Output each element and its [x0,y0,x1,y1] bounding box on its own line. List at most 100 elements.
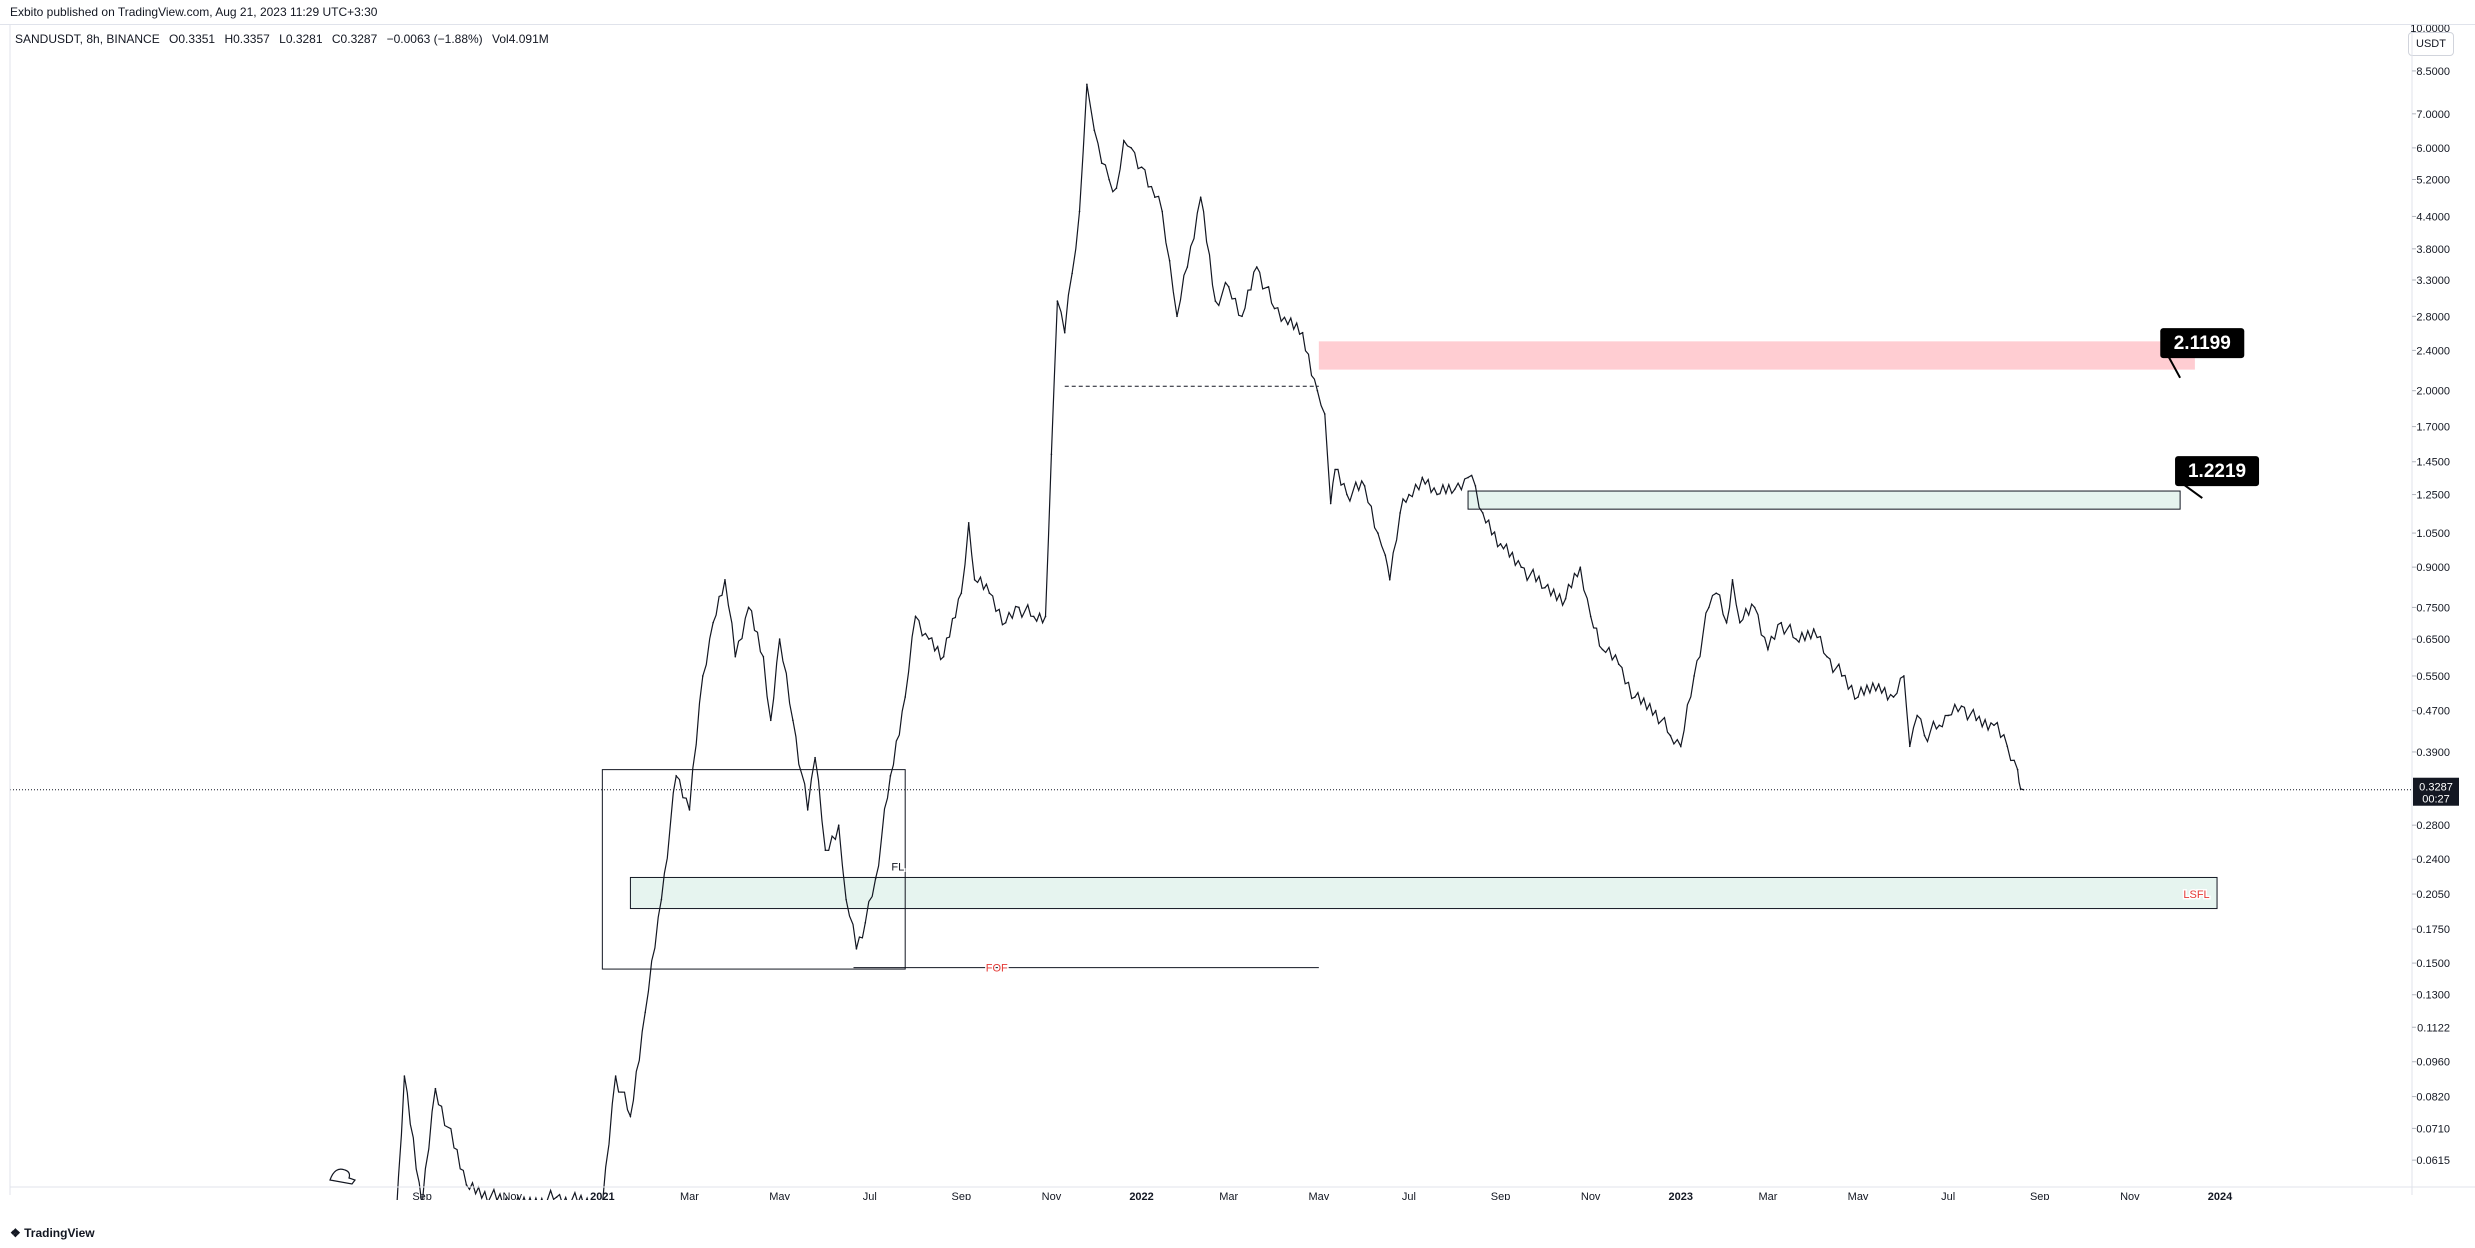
x-tick-label: 2021 [590,1191,614,1200]
price-point [747,606,750,609]
price-point [1388,578,1391,581]
annotation-fl: FL [891,862,904,874]
price-point [1140,166,1143,168]
axes-layer: 8.5000 7.0000 6.0000 5.2000 4.4000 3.8000 3.30… [9,23,2475,1203]
price-point [675,775,678,777]
price-point [1241,315,1243,318]
price-point [1975,719,1978,722]
price-point [1474,485,1477,487]
x-tick-label: Nov [2120,1191,2140,1200]
x-tick-label: 2024 [2208,1191,2233,1200]
price-point [629,1115,632,1118]
price-point [1938,724,1941,727]
annotation-lsfl: LSFL [2183,889,2209,901]
price-point [874,877,877,880]
symbol-legend: SANDUSDT, 8h, BINANCE O0.3351 H0.3357 L0… [15,32,555,46]
y-tick-label: 0.1750 [2416,924,2450,936]
price-point [712,621,714,624]
price-point [1287,323,1289,326]
price-point [1482,512,1484,514]
price-point [702,675,704,677]
change-value: −0.0063 (−1.88%) [386,32,483,46]
price-point [1323,413,1326,415]
countdown-label: 00:27 [2422,794,2450,806]
price-point [1960,705,1963,707]
x-tick-label: May [769,1191,790,1200]
price-point [1467,476,1469,479]
x-tick-label: Nov [1042,1191,1062,1200]
price-point [855,948,858,950]
dino-icon [329,1168,356,1185]
price-point [942,655,945,658]
price-point [660,898,663,901]
price-point [845,898,847,901]
price-point [734,655,737,658]
price-point [1093,129,1096,131]
y-tick-label: 5.2000 [2416,175,2450,187]
price-point [2022,788,2025,791]
annotations-layer: FL FOF LSFL 2.1199 1.2219 [329,328,2260,1185]
price-point [762,655,765,658]
price-point [1903,675,1905,677]
price-point [1168,259,1171,262]
price-point [1255,266,1258,268]
price-point [1634,696,1636,698]
price-point [1654,709,1657,712]
x-tick-label: Jul [1941,1191,1955,1200]
price-point [2016,768,2019,771]
low-value: L0.3281 [279,32,323,46]
price-point [1100,162,1103,164]
price-point [1071,272,1073,275]
price-point [1346,493,1348,496]
tradingview-logo[interactable]: ❖ TradingView [10,1222,95,1244]
y-tick-label: 0.0710 [2416,1123,2450,1135]
price-point [1227,286,1230,288]
y-tick-label: 0.1500 [2416,958,2450,970]
price-point [814,756,816,759]
x-tick-label: Sep [2030,1191,2050,1200]
x-tick-label: Mar [1758,1191,1777,1200]
y-tick-label: 0.3900 [2416,747,2450,759]
price-point [688,809,691,811]
price-point [824,849,827,852]
price-chart[interactable]: FL FOF LSFL 2.1199 1.2219 8.5000 7.0000 6.0000… [0,23,2475,1230]
tradingview-logo-text: TradingView [24,1226,95,1240]
x-tick-label: May [1848,1191,1869,1200]
y-tick-label: 0.1122 [2417,1022,2450,1034]
y-tick-label: 0.1300 [2416,990,2450,1002]
price-point [1767,648,1769,651]
price-point [1923,734,1926,737]
price-point [2006,745,2009,748]
close-value: C0.3287 [331,32,378,46]
price-point [1601,648,1604,651]
open-value: O0.3351 [169,32,216,46]
price-point [1892,696,1895,698]
price-point [1520,566,1523,568]
price-point [1301,331,1304,334]
footer: ❖ TradingView [0,1222,300,1244]
price-point [434,1087,437,1090]
price-point [1715,592,1718,594]
price-point [792,719,794,722]
x-tick-label: Jul [863,1191,877,1200]
volume-value: Vol4.091M [492,32,549,46]
price-point [1579,566,1582,568]
price-point [806,809,809,811]
price-point [1078,210,1081,213]
price-point [1018,606,1020,609]
currency-button[interactable]: USDT [2408,32,2454,56]
price-point [1115,187,1118,189]
chart-svg[interactable]: FL FOF LSFL 2.1199 1.2219 8.5000 7.0000 6.0000… [0,23,2475,1230]
price-point [1499,543,1502,545]
price-point [1739,621,1741,624]
callout-pointer [2182,483,2203,499]
price-point [889,775,892,777]
y-tick-label: 2.8000 [2416,311,2450,323]
y-tick-label: 0.2400 [2416,854,2450,866]
price-point [1841,675,1843,677]
price-point [1421,476,1424,479]
current-price-label: 0.3287 [2419,782,2453,794]
y-tick-label: 0.2800 [2416,820,2450,832]
price-point [1544,586,1546,589]
y-tick-label: 8.5000 [2416,66,2450,78]
